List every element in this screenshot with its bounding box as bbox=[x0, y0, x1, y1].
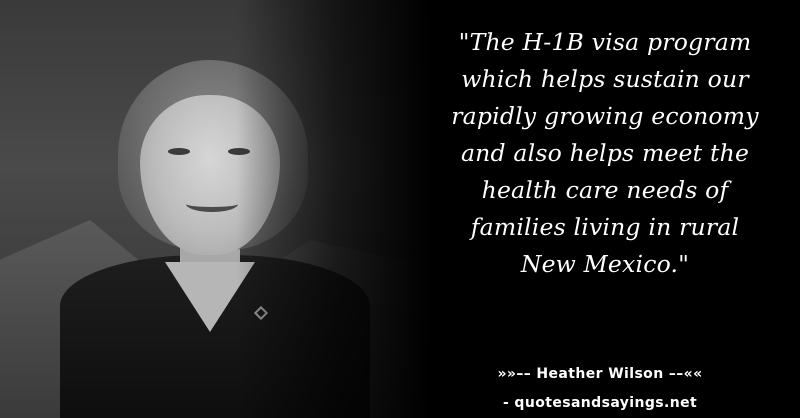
quote-line: and also helps meet the bbox=[420, 135, 790, 172]
quote-author: »»–– Heather Wilson ––«« bbox=[440, 366, 760, 382]
quote-line: "The H-1B visa program bbox=[420, 24, 790, 61]
quote-line: health care needs of bbox=[420, 172, 790, 209]
quote-line: New Mexico." bbox=[420, 246, 790, 283]
quote-line: families living in rural bbox=[420, 209, 790, 246]
quote-source: - quotesandsayings.net bbox=[440, 395, 760, 411]
portrait-fade-overlay bbox=[0, 0, 430, 418]
quote-line: rapidly growing economy bbox=[420, 98, 790, 135]
quote-text: "The H-1B visa program which helps susta… bbox=[420, 24, 790, 283]
portrait-photo bbox=[0, 0, 430, 418]
quote-line: which helps sustain our bbox=[420, 61, 790, 98]
